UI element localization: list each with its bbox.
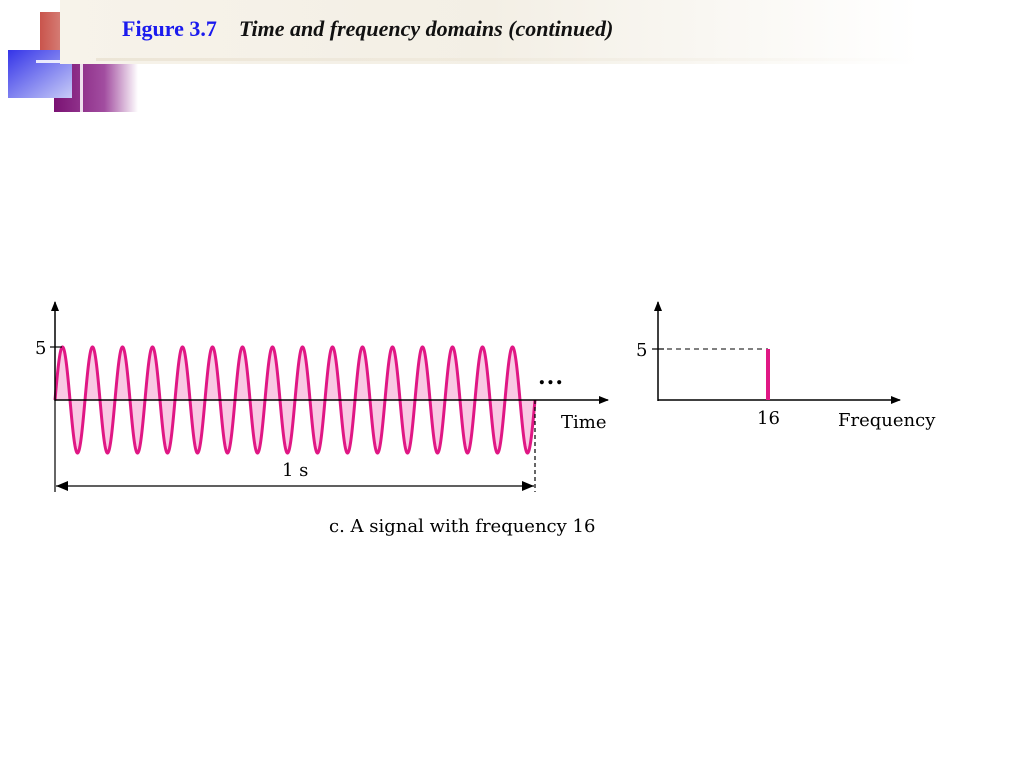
freq-axis-label: Frequency — [838, 410, 936, 431]
freq-tick-label: 16 — [757, 408, 780, 429]
figure-svg: 5 ... Time 1 s 5 16 Frequency c. A signa… — [35, 301, 936, 537]
time-amplitude-label: 5 — [35, 338, 46, 359]
figure-caption: c. A signal with frequency 16 — [329, 516, 595, 537]
duration-arrow-left-head — [56, 481, 68, 491]
duration-label: 1 s — [282, 460, 308, 481]
title-rule — [96, 58, 916, 61]
continuation-dots: ... — [538, 364, 564, 390]
slide-title: Figure 3.7 Time and frequency domains (co… — [122, 16, 613, 42]
duration-arrow-right-head — [522, 481, 534, 491]
figure-area: 5 ... Time 1 s 5 16 Frequency c. A signa… — [0, 280, 1024, 560]
figure-label: Figure 3.7 — [122, 16, 217, 41]
time-axis-label: Time — [561, 412, 606, 433]
figure-title: Time and frequency domains (continued) — [238, 16, 614, 41]
frequency-domain-plot: 5 16 Frequency — [636, 301, 936, 431]
title-bar — [60, 0, 920, 64]
freq-amplitude-label: 5 — [636, 340, 647, 361]
time-domain-plot: 5 ... Time 1 s — [35, 301, 609, 492]
